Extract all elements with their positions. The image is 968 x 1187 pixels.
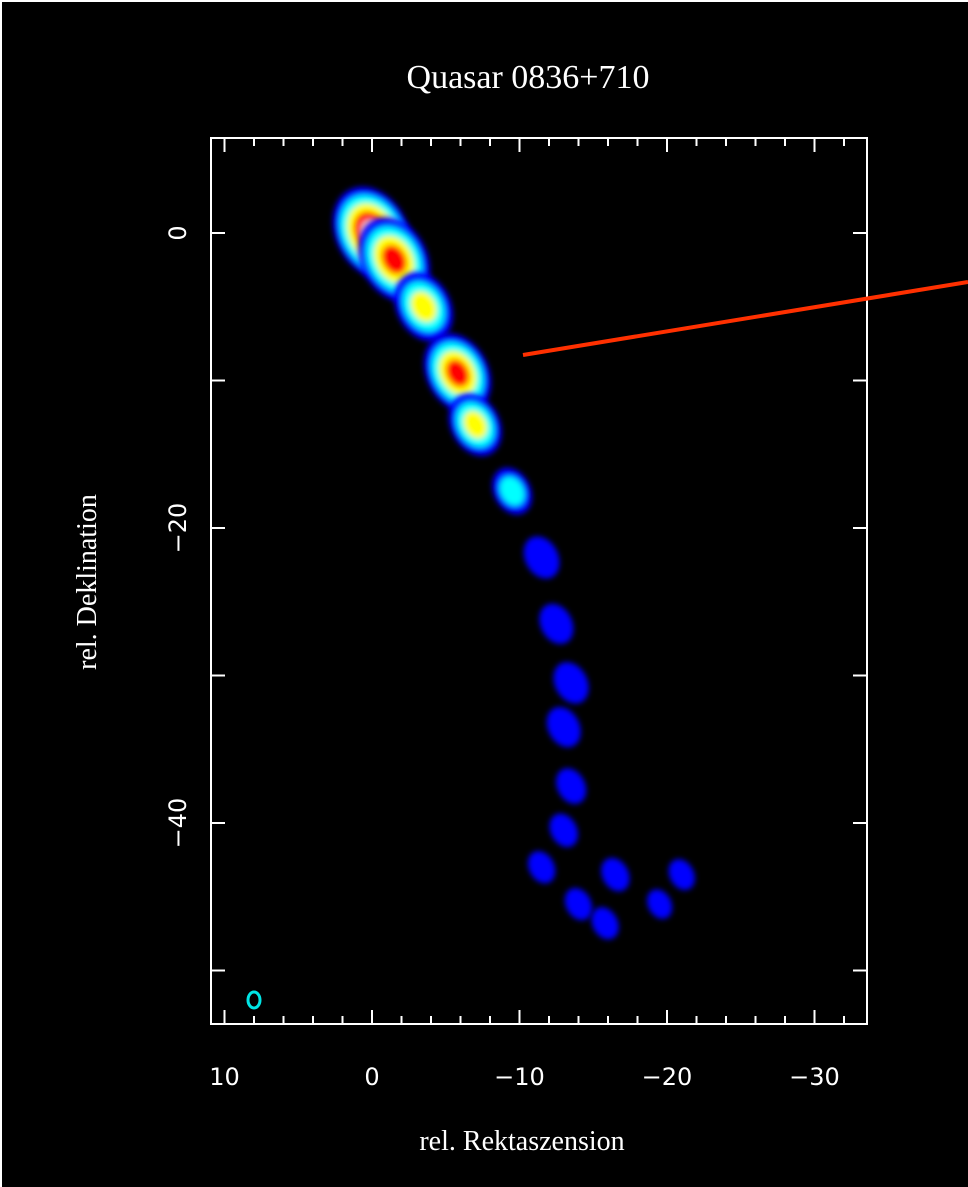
x-tick-label: −20 <box>642 1063 693 1091</box>
plot-frame <box>210 137 868 1025</box>
x-tick-label: 0 <box>364 1063 379 1091</box>
axis-ticks <box>211 138 867 1024</box>
jet-component <box>492 467 533 515</box>
frame-left-border <box>0 0 2 1187</box>
chart-title: Quasar 0836+710 <box>407 59 650 96</box>
jet-component <box>424 333 492 413</box>
x-tick-label: −10 <box>494 1063 545 1091</box>
x-tick-label: 10 <box>209 1063 240 1091</box>
jet-component <box>523 536 560 579</box>
y-tick-label: −40 <box>164 798 192 849</box>
jet-component <box>668 859 695 891</box>
pointer-line <box>522 280 968 357</box>
y-axis-label: rel. Deklination <box>72 494 103 670</box>
frame-top-border <box>0 0 968 2</box>
jet-component <box>549 813 578 848</box>
y-tick-labels: 0 −20 −40 <box>164 225 192 848</box>
jet-component <box>546 707 581 748</box>
x-axis-label: rel. Rektaszension <box>419 1126 624 1157</box>
jet-component <box>394 272 453 342</box>
jet-component <box>591 907 619 940</box>
jet-component <box>601 857 630 892</box>
jet-component <box>564 887 593 921</box>
jet-component <box>527 851 556 884</box>
jet-component <box>553 662 589 704</box>
jet-component <box>358 217 430 302</box>
beam-ellipse <box>246 990 262 1010</box>
jet-emission <box>332 186 695 940</box>
jet-component <box>647 889 673 919</box>
jet-component <box>448 393 502 456</box>
jet-component <box>556 768 587 804</box>
x-tick-labels: 10 0 −10 −20 −30 <box>209 1063 840 1091</box>
jet-component <box>539 603 574 644</box>
y-tick-label: 0 <box>164 225 192 240</box>
beam-marker <box>246 990 262 1010</box>
y-tick-label: −20 <box>164 503 192 554</box>
x-tick-label: −30 <box>789 1063 840 1091</box>
